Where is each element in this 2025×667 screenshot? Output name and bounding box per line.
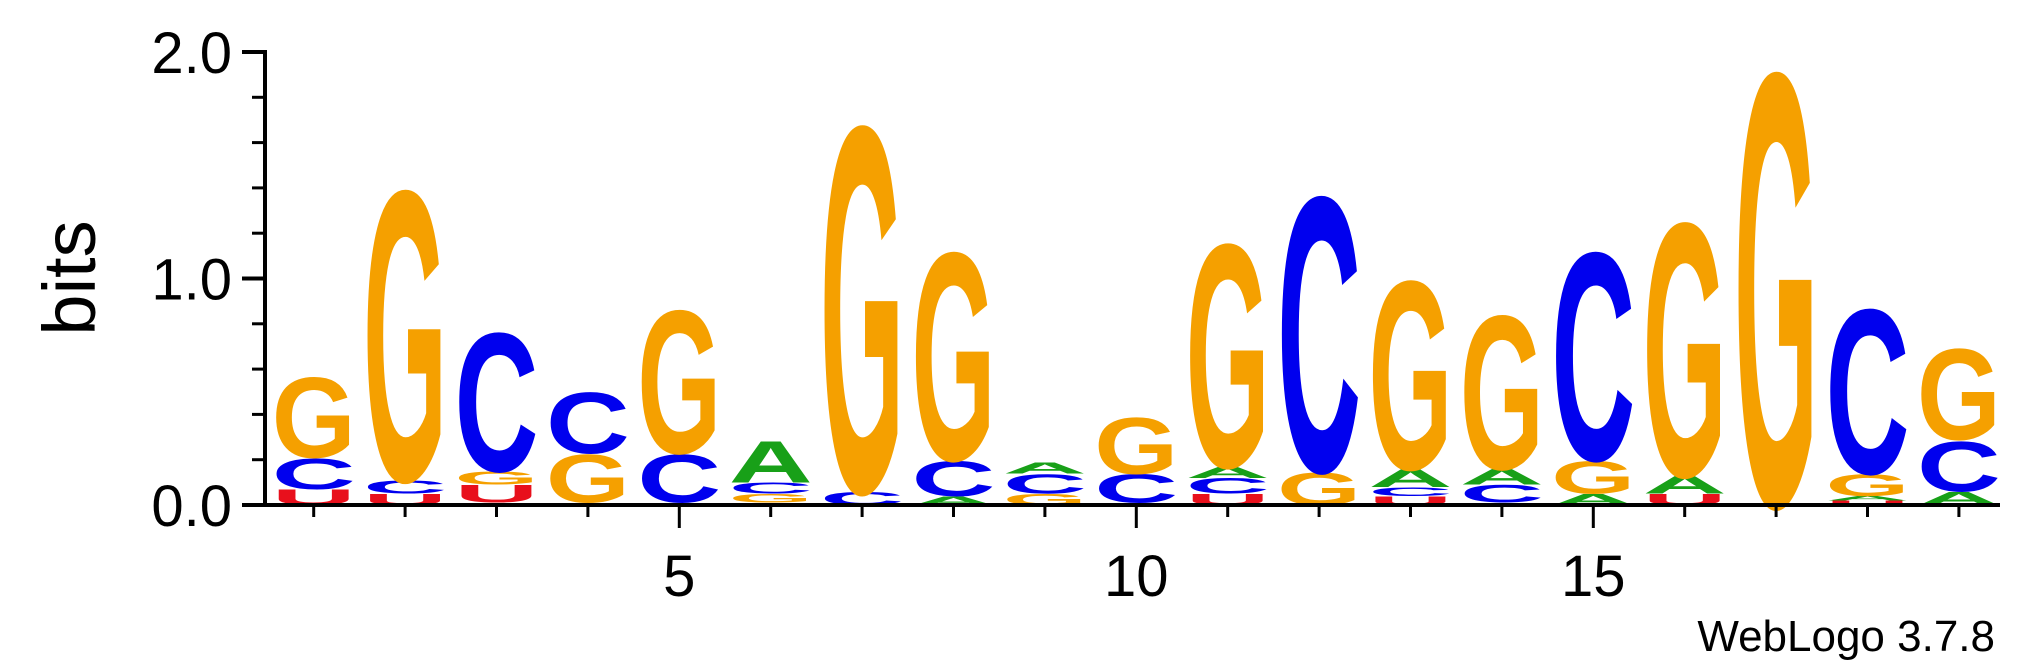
logo-letter-g: G: [637, 269, 721, 498]
logo-letter-u: U: [1826, 499, 1910, 506]
y-ticks: 0.0 1.0 2.0: [151, 21, 265, 539]
logo-letter-c: C: [1003, 469, 1087, 500]
logo-letter-g: G: [363, 105, 447, 570]
logo-letter-c: C: [272, 450, 356, 498]
logo-letters: UCGUCGAUGCCGCACGUGCACGACGGCAUCGUCAGGCUCA…: [272, 0, 2001, 638]
y-axis-label: bits: [28, 220, 111, 335]
logo-letter-g: G: [1460, 270, 1544, 516]
x-ticks: 5 10 15: [312, 505, 1961, 609]
y-tick-label: 0.0: [151, 474, 232, 539]
logo-letter-c: C: [729, 480, 813, 497]
logo-letter-g: G: [729, 492, 813, 506]
logo-letter-a: A: [1186, 464, 1270, 481]
logo-letter-a: A: [1003, 459, 1087, 476]
logo-letter-a: A: [1643, 472, 1727, 500]
weblogo-credit: WebLogo 3.7.8: [1697, 612, 1995, 661]
logo-letter-c: C: [1186, 474, 1270, 498]
logo-letter-a: A: [1460, 465, 1544, 489]
logo-letter-g: G: [1186, 179, 1270, 535]
y-tick-label: 1.0: [151, 248, 232, 313]
logo-letter-a: A: [1369, 465, 1453, 493]
y-tick-label: 2.0: [151, 21, 232, 86]
logo-letter-c: C: [912, 451, 996, 506]
logo-letter-c: C: [1551, 192, 1635, 524]
logo-letter-c: C: [1369, 485, 1453, 499]
logo-letter-g: G: [1917, 322, 2001, 468]
logo-letter-a: A: [1826, 495, 1910, 502]
logo-letter-a: A: [729, 430, 813, 495]
logo-letter-c: C: [455, 293, 539, 514]
logo-letter-g: G: [1643, 148, 1727, 553]
logo-letter-g: G: [1369, 226, 1453, 527]
x-tick-label: 10: [1104, 544, 1169, 609]
logo-letter-g: G: [455, 468, 539, 489]
logo-letter-c: C: [1826, 261, 1910, 524]
logo-letter-g: G: [1551, 451, 1635, 504]
logo-letter-c: C: [1917, 427, 2001, 507]
x-tick-label: 15: [1561, 544, 1626, 609]
logo-letter-c: C: [363, 477, 447, 498]
logo-letter-c: C: [546, 374, 630, 471]
logo-letter-g: G: [1094, 401, 1178, 491]
x-tick-label: 5: [663, 544, 695, 609]
logo-letter-g: G: [1826, 468, 1910, 503]
logo-letter-g: G: [912, 192, 996, 524]
logo-letter-c: C: [1277, 115, 1361, 555]
logo-letter-g: G: [272, 354, 356, 482]
logo-letter-g: G: [1734, 0, 1818, 638]
